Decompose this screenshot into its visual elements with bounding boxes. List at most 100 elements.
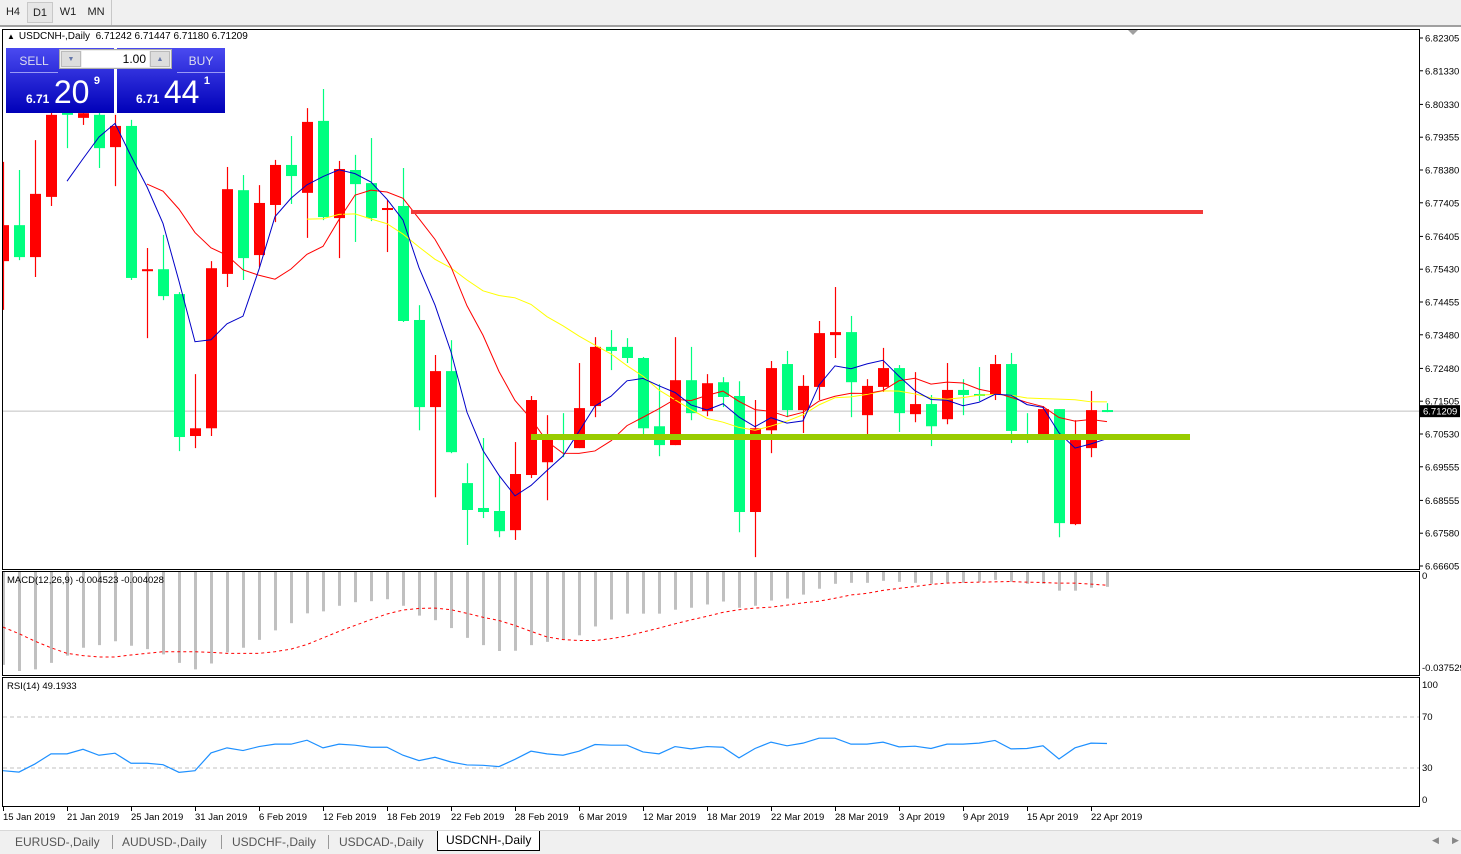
ohlc-readout: 6.71242 6.71447 6.71180 6.71209: [95, 31, 248, 42]
timeframe-h4-button[interactable]: H4: [5, 6, 21, 18]
candle-body: [990, 364, 1001, 395]
candle-body: [270, 164, 281, 205]
rsi-panel-frame: [2, 677, 1420, 807]
candle-body: [3, 225, 9, 262]
candle: [814, 320, 825, 401]
candle-body: [718, 382, 729, 398]
rsi-title: RSI(14) 49.1933: [7, 681, 77, 692]
candle-body: [798, 385, 809, 411]
candle-body: [30, 193, 41, 258]
candle-body: [1086, 410, 1097, 449]
candle: [30, 140, 41, 277]
candle-body: [222, 189, 233, 274]
time-tick-label: 15 Apr 2019: [1027, 812, 1078, 823]
time-tick-label: 15 Jan 2019: [3, 812, 55, 823]
scroll-left-icon[interactable]: ◀: [1432, 835, 1439, 845]
candle-body: [174, 294, 185, 438]
candle: [158, 234, 169, 301]
candle-body: [158, 269, 169, 297]
candle-body: [702, 383, 713, 412]
price-tick-label: 6.68555: [1425, 496, 1459, 507]
candle-body: [350, 169, 361, 185]
ma-slow-line: [306, 213, 1108, 431]
macd-signal-line: [3, 581, 1108, 658]
candle-body: [398, 205, 409, 321]
timeframe-w1-button[interactable]: W1: [59, 6, 77, 18]
rsi-tick-label: 30: [1422, 763, 1433, 774]
lot-increase-icon[interactable]: ▲: [150, 51, 170, 67]
candle-body: [14, 225, 25, 258]
macd-panel-frame: [2, 571, 1420, 676]
chart-title: ▲ USDCNH-,Daily 6.71242 6.71447 6.71180 6…: [7, 31, 248, 42]
symbol-title: USDCNH-,Daily: [18, 31, 91, 42]
candle: [142, 248, 153, 339]
candle-body: [302, 121, 313, 193]
candle: [334, 160, 345, 259]
time-axis: 15 Jan 2019 21 Jan 2019 25 Jan 2019 31 Jan …: [3, 807, 1142, 823]
candle-body: [766, 368, 777, 431]
chart-tabs: EURUSD-,Daily AUDUSD-,Daily USDCHF-,Dail…: [0, 830, 1461, 854]
candle-body: [606, 346, 617, 351]
candle: [734, 381, 745, 533]
lot-decrease-icon[interactable]: ▼: [61, 51, 81, 67]
candle: [942, 363, 953, 425]
candle-body: [782, 364, 793, 411]
tab-divider: [221, 835, 222, 849]
chart-shift-marker-icon[interactable]: [1128, 30, 1138, 35]
scroll-right-icon[interactable]: ▶: [1452, 835, 1459, 845]
time-tick-label: 9 Apr 2019: [963, 812, 1009, 823]
candle: [670, 337, 681, 446]
candle-body: [478, 507, 489, 513]
current-price-label: 6.71209: [1423, 407, 1457, 418]
price-tick-label: 6.75430: [1425, 265, 1459, 276]
buy-price: 6.71 44 1: [136, 75, 210, 108]
tab-audusd[interactable]: AUDUSD-,Daily: [122, 835, 207, 849]
candle: [830, 287, 841, 358]
price-tick-label: 6.73480: [1425, 330, 1459, 341]
candle-body: [910, 404, 921, 415]
time-tick-label: 18 Mar 2019: [707, 812, 760, 823]
rsi-tick-label: 70: [1422, 712, 1433, 723]
candle: [254, 185, 265, 268]
tab-usdcnh[interactable]: USDCNH-,Daily: [437, 831, 541, 851]
buy-price-fraction: 1: [203, 75, 210, 87]
tab-divider: [328, 835, 329, 849]
candle: [366, 138, 377, 222]
timeframe-mn-button[interactable]: MN: [87, 6, 105, 18]
candle-body: [1054, 409, 1065, 524]
candle: [446, 340, 457, 454]
candle: [382, 199, 393, 253]
rsi-layer: [3, 716, 1419, 773]
timeframe-d1-button[interactable]: D1: [27, 2, 53, 23]
macd-axis: 0 -0.037529: [1422, 571, 1461, 674]
lot-size-input[interactable]: 1.00: [82, 51, 149, 67]
candle: [430, 354, 441, 498]
sell-price-fraction: 9: [93, 75, 100, 87]
time-tick-label: 28 Mar 2019: [835, 812, 888, 823]
timeframe-toolbar: H4 D1 W1 MN: [0, 0, 1461, 27]
sell-price: 6.71 20 9: [26, 75, 100, 108]
candle-body: [286, 164, 297, 177]
time-tick-label: 31 Jan 2019: [195, 812, 247, 823]
collapse-trade-panel-icon[interactable]: ▲: [7, 32, 15, 41]
candle-body: [142, 269, 153, 272]
tab-usdcad[interactable]: USDCAD-,Daily: [339, 835, 424, 849]
candle: [414, 305, 425, 431]
one-click-trading-panel: SELL 6.71 20 9 BUY 6.71 44 1 ▼ 1.00 ▲: [6, 48, 225, 113]
candle: [494, 476, 505, 538]
price-tick-label: 6.72480: [1425, 364, 1459, 375]
time-tick-label: 12 Mar 2019: [643, 812, 696, 823]
tab-usdchf[interactable]: USDCHF-,Daily: [232, 835, 316, 849]
sell-label: SELL: [10, 50, 58, 73]
candle: [574, 363, 585, 449]
price-tick-label: 6.67580: [1425, 529, 1459, 540]
toolbar-divider: [111, 0, 112, 25]
candle-body: [110, 125, 121, 148]
candle: [462, 463, 473, 545]
candle: [622, 338, 633, 364]
price-tick-label: 6.70530: [1425, 429, 1459, 440]
tab-eurusd[interactable]: EURUSD-,Daily: [15, 835, 100, 849]
candle-body: [462, 483, 473, 510]
macd-tick-label: -0.037529: [1422, 663, 1461, 674]
